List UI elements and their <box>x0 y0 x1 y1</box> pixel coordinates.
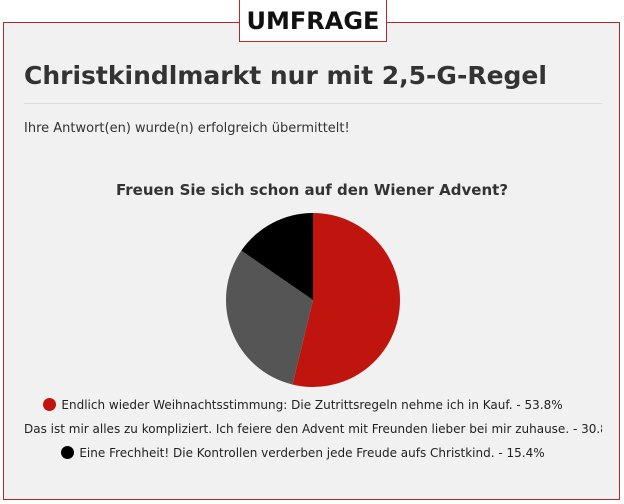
legend-swatch-1 <box>43 398 57 411</box>
pie-slice-1 <box>292 213 400 387</box>
pie-slice-3 <box>241 213 313 300</box>
legend-item: Endlich wieder Weihnachtsstimmung: Die Z… <box>4 396 602 414</box>
legend-item: Das ist mir alles zu kompliziert. Ich fe… <box>24 420 602 438</box>
legend-item: Eine Frechheit! Die Kontrollen verderben… <box>4 444 602 462</box>
title-divider <box>24 103 602 104</box>
poll-title: Christkindlmarkt nur mit 2,5-G-Regel <box>24 61 547 90</box>
legend-label-2: Das ist mir alles zu kompliziert. Ich fe… <box>24 422 602 436</box>
legend-label-3: Eine Frechheit! Die Kontrollen verderben… <box>79 446 545 460</box>
results-pie-chart <box>226 213 400 387</box>
poll-badge: UMFRAGE <box>239 0 387 42</box>
badge-label: UMFRAGE <box>246 7 380 35</box>
pie-slice-2 <box>226 250 313 385</box>
poll-question: Freuen Sie sich schon auf den Wiener Adv… <box>115 181 509 199</box>
legend-swatch-3 <box>61 446 75 459</box>
submission-confirmation: Ihre Antwort(en) wurde(n) erfolgreich üb… <box>24 121 350 136</box>
legend-label-1: Endlich wieder Weihnachtsstimmung: Die Z… <box>61 398 563 412</box>
